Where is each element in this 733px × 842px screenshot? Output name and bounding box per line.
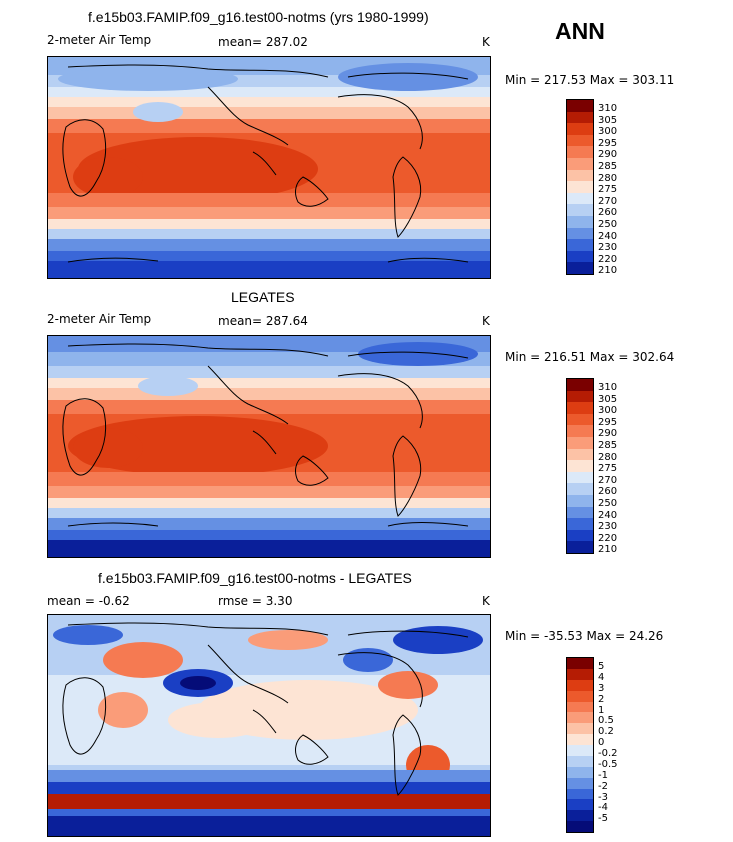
colorbar-tick: 0.5 xyxy=(598,715,614,727)
colorbar-tick: 280 xyxy=(598,172,618,184)
panel1-units: K xyxy=(482,35,490,49)
colorbar-tick: 300 xyxy=(598,126,618,138)
difference-map xyxy=(48,615,490,836)
panel2-variable: 2-meter Air Temp xyxy=(47,312,152,326)
panel2-mean: mean= 287.64 xyxy=(218,314,308,328)
colorbar-tick: 230 xyxy=(598,242,618,254)
colorbar-tick: 270 xyxy=(598,474,618,486)
colorbar-tick: 230 xyxy=(598,521,618,533)
colorbar-tick: 305 xyxy=(598,114,618,126)
colorbar-tick: -2 xyxy=(598,780,608,792)
colorbar-tick: 295 xyxy=(598,416,618,428)
panel2-units: K xyxy=(482,314,490,328)
colorbar-tick: 0.2 xyxy=(598,726,614,738)
panel1-map xyxy=(47,56,491,279)
colorbar-tick: 300 xyxy=(598,405,618,417)
colorbar-tick: 260 xyxy=(598,486,618,498)
colorbar-tick: 210 xyxy=(598,265,618,277)
panel2-title: LEGATES xyxy=(231,289,295,305)
colorbar-tick: 240 xyxy=(598,230,618,242)
panel2-minmax: Min = 216.51 Max = 302.64 xyxy=(505,350,675,364)
colorbar-tick: 3 xyxy=(598,682,605,694)
colorbar-tick: 220 xyxy=(598,532,618,544)
colorbar-tick: 285 xyxy=(598,440,618,451)
panel3-minmax: Min = -35.53 Max = 24.26 xyxy=(505,629,664,643)
panel1-title: f.e15b03.FAMIP.f09_g16.test00-notms (yrs… xyxy=(88,9,429,25)
colorbar-tick: 275 xyxy=(598,184,618,196)
panel3-mean: mean = -0.62 xyxy=(47,594,130,608)
colorbar-tick: 295 xyxy=(598,137,618,149)
observed-temperature-map xyxy=(48,336,490,557)
colorbar-tick: 1 xyxy=(598,704,605,716)
colorbar-tick: 310 xyxy=(598,382,618,393)
colorbar-tick: -3 xyxy=(598,791,608,803)
panel3-map xyxy=(47,614,491,837)
colorbar-tick: 210 xyxy=(598,544,618,556)
colorbar-tick: -0.2 xyxy=(598,748,618,759)
colorbar-tick: 270 xyxy=(598,195,618,207)
panel3-units: K xyxy=(482,594,490,608)
panel3-rmse: rmse = 3.30 xyxy=(218,594,293,608)
colorbar-tick: 285 xyxy=(598,161,618,172)
colorbar-tick: -4 xyxy=(598,802,608,814)
panel2-map xyxy=(47,335,491,558)
colorbar-tick: 310 xyxy=(598,103,618,114)
panel1-mean: mean= 287.02 xyxy=(218,35,308,49)
panel1-minmax: Min = 217.53 Max = 303.11 xyxy=(505,73,675,87)
colorbar-tick: 220 xyxy=(598,253,618,265)
panel2-colorbar xyxy=(566,378,594,554)
colorbar-tick: 260 xyxy=(598,207,618,219)
panel1-colorbar xyxy=(566,99,594,275)
colorbar-tick: 290 xyxy=(598,428,618,440)
season-label: ANN xyxy=(555,18,605,44)
panel1-variable: 2-meter Air Temp xyxy=(47,33,152,47)
colorbar-tick: -5 xyxy=(598,813,608,825)
colorbar-tick: 5 xyxy=(598,661,605,672)
panel3-title: f.e15b03.FAMIP.f09_g16.test00-notms - LE… xyxy=(98,570,412,586)
colorbar-tick: 240 xyxy=(598,509,618,521)
colorbar-tick: 275 xyxy=(598,463,618,475)
colorbar-tick: 4 xyxy=(598,671,605,683)
colorbar-tick: 305 xyxy=(598,393,618,405)
panel3-colorbar xyxy=(566,657,594,833)
colorbar-tick: 250 xyxy=(598,219,618,230)
colorbar-tick: 250 xyxy=(598,498,618,509)
colorbar-tick: -0.5 xyxy=(598,758,618,770)
colorbar-tick: 0 xyxy=(598,737,605,749)
model-temperature-map xyxy=(48,57,490,278)
colorbar-tick: 290 xyxy=(598,149,618,161)
colorbar-tick: -1 xyxy=(598,769,608,781)
colorbar-tick: 2 xyxy=(598,693,605,705)
colorbar-tick: 280 xyxy=(598,451,618,463)
